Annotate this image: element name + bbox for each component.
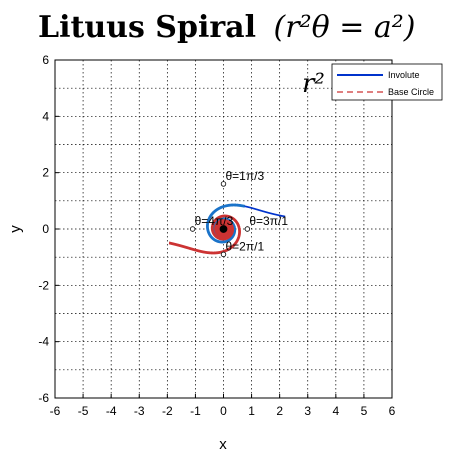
marker-point (220, 251, 227, 258)
x-tick-label: 5 (361, 404, 368, 418)
x-tick-label: -1 (190, 404, 201, 418)
x-tick-label: -6 (50, 404, 61, 418)
x-tick-label: 2 (276, 404, 283, 418)
y-tick-label: -4 (38, 335, 49, 349)
marker-group (189, 181, 251, 258)
curve-series-2 (167, 214, 241, 255)
legend-box (331, 63, 443, 101)
overlay-formula: r² (302, 69, 325, 99)
annotation-label: θ=1π/3 (226, 169, 265, 183)
annotation-label: θ=2π/1 (226, 239, 265, 253)
legend-label-involute: Involute (388, 70, 420, 80)
chart-title-name: Lituus Spiral (38, 10, 256, 45)
annotation-label: θ=4π/3 (195, 214, 234, 228)
chart-title: Lituus Spiral (r²θ = a²) (38, 10, 416, 45)
x-tick-label: 0 (220, 404, 227, 418)
x-tick-label: 4 (332, 404, 339, 418)
x-tick-label: 3 (304, 404, 311, 418)
x-tick-label: -2 (162, 404, 173, 418)
x-tick-label: 1 (248, 404, 255, 418)
annotation-group: θ=1π/3 θ=3π/1 θ=2π/1 θ=4π/3 (195, 169, 289, 253)
x-tick-labels: -6 -5 -4 -3 -2 -1 0 1 2 3 4 5 6 (50, 394, 396, 418)
y-tick-labels: 6 4 2 0 -2 -4 -6 (38, 53, 59, 405)
y-tick-label: -2 (38, 278, 49, 292)
x-axis-label: x (219, 436, 227, 453)
y-tick-label: 6 (42, 53, 49, 67)
chart-title-formula: (r²θ = a²) (274, 10, 416, 45)
marker-point (219, 225, 228, 233)
grid (55, 60, 392, 398)
y-tick-label: 0 (42, 222, 49, 236)
x-tick-label: 6 (389, 404, 396, 418)
y-axis-label: y (7, 225, 24, 233)
marker-point (189, 226, 196, 232)
curve-group (167, 203, 286, 255)
y-tick-label: 4 (42, 109, 49, 123)
legend: Involute Base Circle (331, 63, 443, 101)
x-tick-label: -5 (78, 404, 89, 418)
annotation-label: θ=3π/1 (249, 214, 288, 228)
legend-label-base-circle: Base Circle (388, 87, 434, 97)
marker-point (244, 226, 251, 232)
x-tick-label: -4 (106, 404, 117, 418)
y-tick-label: -6 (38, 391, 49, 405)
y-tick-label: 2 (42, 166, 49, 180)
x-tick-label: -3 (134, 404, 145, 418)
marker-point (220, 181, 227, 187)
